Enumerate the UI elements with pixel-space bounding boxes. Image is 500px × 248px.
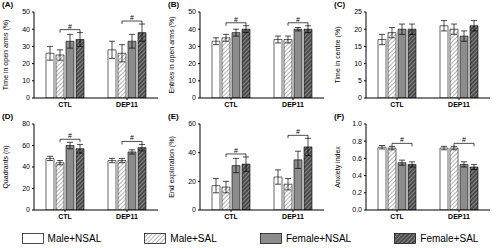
svg-text:DEP11: DEP11 bbox=[448, 213, 470, 220]
svg-text:40: 40 bbox=[22, 26, 30, 33]
svg-text:10: 10 bbox=[188, 77, 196, 84]
svg-text:#: # bbox=[130, 14, 134, 21]
svg-text:#: # bbox=[400, 136, 404, 143]
html-text:Female+SAL: Female+SAL bbox=[420, 232, 479, 244]
svg-text:50: 50 bbox=[188, 8, 196, 15]
html-text:Male+SAL: Male+SAL bbox=[170, 232, 217, 244]
svg-text:DEP11: DEP11 bbox=[448, 101, 470, 108]
svg-text:5: 5 bbox=[358, 77, 362, 84]
html-text:(D): (D) bbox=[2, 112, 14, 121]
svg-text:Time in open arms (%): Time in open arms (%) bbox=[8, 20, 10, 91]
html-text:(E): (E) bbox=[168, 112, 179, 121]
svg-text:20: 20 bbox=[22, 185, 30, 192]
svg-text:0: 0 bbox=[358, 94, 362, 101]
svg-text:30: 30 bbox=[22, 43, 30, 50]
svg-text:#: # bbox=[234, 16, 238, 23]
svg-text:0.0: 0.0 bbox=[352, 206, 362, 213]
svg-text:20: 20 bbox=[22, 60, 30, 67]
svg-text:60: 60 bbox=[22, 142, 30, 149]
svg-text:Time in centre (%): Time in centre (%) bbox=[334, 27, 342, 84]
svg-text:40: 40 bbox=[22, 163, 30, 170]
svg-text:#: # bbox=[68, 132, 72, 139]
svg-text:15: 15 bbox=[354, 43, 362, 50]
svg-text:40: 40 bbox=[188, 26, 196, 33]
svg-text:0.6: 0.6 bbox=[352, 155, 362, 162]
svg-text:0.8: 0.8 bbox=[352, 138, 362, 145]
svg-text:30: 30 bbox=[188, 43, 196, 50]
html-text:(A): (A) bbox=[2, 0, 14, 9]
svg-text:#: # bbox=[296, 128, 300, 135]
svg-text:Quadrants (n): Quadrants (n) bbox=[8, 145, 10, 188]
svg-text:CTL: CTL bbox=[224, 101, 238, 108]
svg-text:50: 50 bbox=[22, 8, 30, 15]
svg-text:25: 25 bbox=[354, 8, 362, 15]
svg-text:End exploration (%): End exploration (%) bbox=[168, 136, 176, 197]
svg-text:0.4: 0.4 bbox=[352, 172, 362, 179]
svg-text:#: # bbox=[462, 136, 466, 143]
svg-text:0.2: 0.2 bbox=[352, 189, 362, 196]
svg-text:0: 0 bbox=[26, 94, 30, 101]
svg-text:Anxiety index: Anxiety index bbox=[334, 146, 342, 188]
svg-text:60: 60 bbox=[188, 120, 196, 127]
html-text:(F): (F) bbox=[334, 112, 345, 121]
svg-text:CTL: CTL bbox=[390, 213, 404, 220]
svg-text:CTL: CTL bbox=[390, 101, 404, 108]
svg-text:DEP11: DEP11 bbox=[282, 213, 304, 220]
svg-text:10: 10 bbox=[354, 60, 362, 67]
svg-text:0: 0 bbox=[26, 206, 30, 213]
svg-text:1.0: 1.0 bbox=[352, 120, 362, 127]
html-text:(C): (C) bbox=[334, 0, 346, 9]
svg-text:0: 0 bbox=[192, 206, 196, 213]
svg-text:#: # bbox=[234, 147, 238, 154]
svg-text:0: 0 bbox=[192, 94, 196, 101]
svg-text:40: 40 bbox=[188, 149, 196, 156]
svg-text:20: 20 bbox=[188, 60, 196, 67]
svg-text:DEP11: DEP11 bbox=[116, 213, 138, 220]
svg-text:20: 20 bbox=[188, 178, 196, 185]
svg-text:CTL: CTL bbox=[58, 101, 72, 108]
svg-text:CTL: CTL bbox=[224, 213, 238, 220]
svg-text:#: # bbox=[296, 16, 300, 23]
svg-text:20: 20 bbox=[354, 26, 362, 33]
svg-text:DEP11: DEP11 bbox=[282, 101, 304, 108]
svg-text:10: 10 bbox=[22, 77, 30, 84]
svg-text:DEP11: DEP11 bbox=[116, 101, 138, 108]
svg-text:#: # bbox=[68, 23, 72, 30]
html-text:Male+NSAL: Male+NSAL bbox=[47, 232, 102, 244]
svg-text:#: # bbox=[130, 134, 134, 141]
svg-text:80: 80 bbox=[22, 120, 30, 127]
html-text:(B): (B) bbox=[168, 0, 180, 9]
svg-text:CTL: CTL bbox=[58, 213, 72, 220]
html-text:Female+NSAL: Female+NSAL bbox=[285, 232, 352, 244]
svg-text:Entries in open arms (%): Entries in open arms (%) bbox=[168, 16, 176, 93]
